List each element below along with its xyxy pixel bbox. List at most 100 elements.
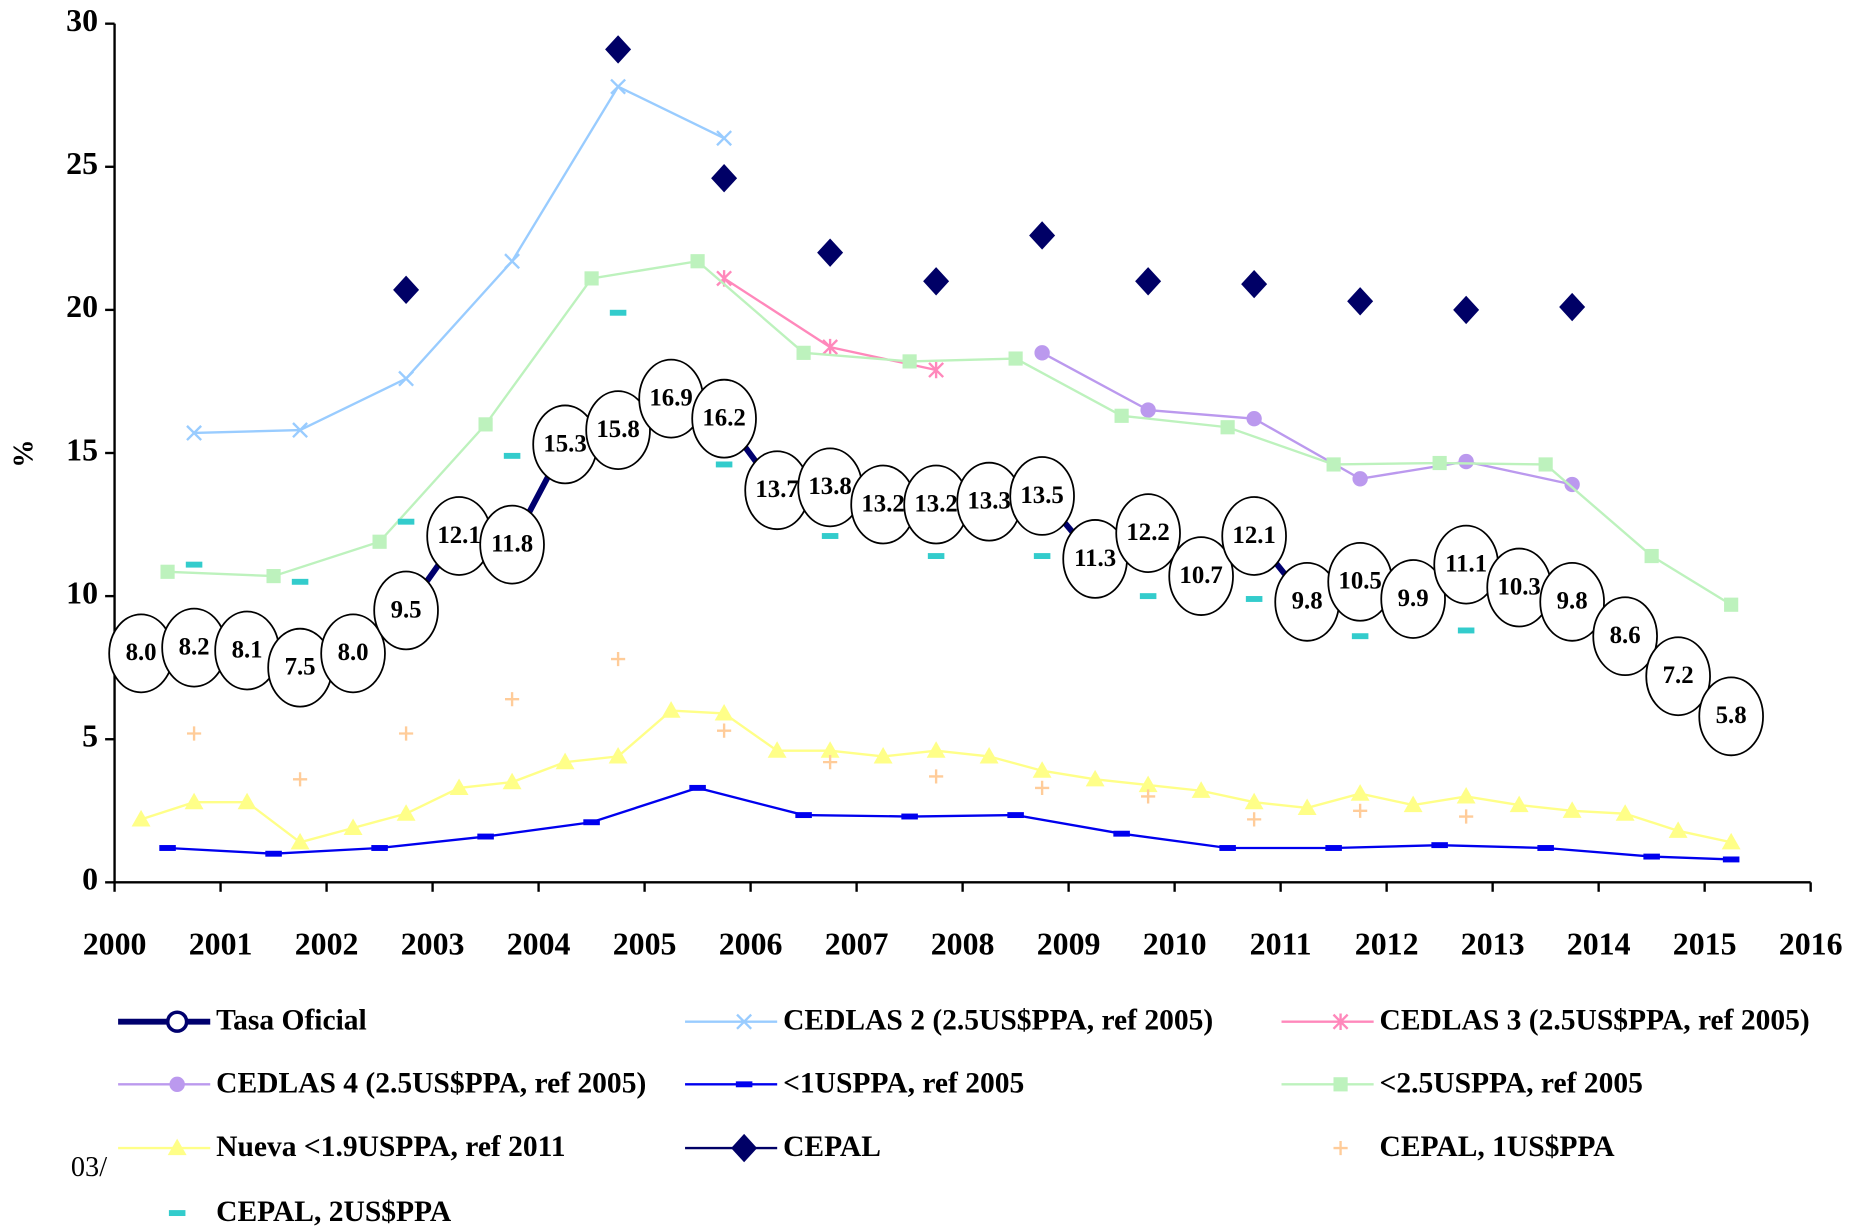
marker <box>131 809 151 827</box>
marker <box>1509 795 1529 813</box>
marker <box>927 553 945 559</box>
data-label: 12.1 <box>1232 522 1275 549</box>
legend-label: CEPAL, 2US$PPA <box>216 1196 452 1228</box>
legend-label: <2.5USPPA, ref 2005 <box>1380 1067 1643 1099</box>
marker <box>1033 553 1051 559</box>
marker <box>583 819 600 826</box>
data-bubble <box>1221 496 1287 576</box>
x-tick-label: 2007 <box>825 927 889 962</box>
marker <box>716 130 733 147</box>
x-tick-label: 2001 <box>189 927 253 962</box>
marker <box>1246 410 1262 427</box>
marker <box>929 769 944 784</box>
data-label: 13.8 <box>808 473 851 500</box>
marker <box>186 726 202 741</box>
marker <box>503 452 521 459</box>
data-bubble <box>320 613 386 694</box>
marker <box>1722 856 1740 863</box>
marker <box>290 832 310 850</box>
marker <box>902 354 917 369</box>
series-line <box>1041 351 1573 486</box>
legend-label: Tasa Oficial <box>216 1005 367 1037</box>
marker <box>1724 597 1739 612</box>
marker <box>1007 812 1024 819</box>
data-label: 11.8 <box>491 530 533 557</box>
marker <box>735 1081 753 1088</box>
marker <box>1333 1141 1348 1156</box>
marker <box>1191 781 1211 798</box>
data-bubble <box>1645 636 1711 717</box>
marker <box>1643 853 1660 860</box>
data-label: 15.3 <box>543 430 586 457</box>
x-tick-label: 2016 <box>1779 927 1843 962</box>
data-label: 12.1 <box>437 522 480 549</box>
data-bubble <box>1592 596 1658 677</box>
marker <box>714 704 734 721</box>
marker <box>555 752 575 770</box>
marker <box>371 845 388 851</box>
data-bubble <box>1698 676 1764 757</box>
marker <box>1325 845 1342 851</box>
marker <box>817 238 844 267</box>
y-tick-label: 5 <box>82 719 98 754</box>
marker <box>901 813 918 820</box>
data-label: 13.7 <box>755 476 798 503</box>
marker <box>393 275 420 305</box>
y-tick-label: 30 <box>66 3 98 38</box>
y-axis-label: % <box>8 439 39 467</box>
data-label: 7.2 <box>1663 662 1694 689</box>
marker <box>186 425 202 441</box>
marker <box>1347 287 1374 316</box>
marker <box>1403 795 1423 813</box>
data-label: 16.2 <box>702 405 745 432</box>
data-label: 8.6 <box>1610 622 1641 649</box>
marker <box>449 778 469 795</box>
marker <box>690 254 705 269</box>
legend-label: CEDLAS 2 (2.5US$PPA, ref 2005) <box>783 1005 1213 1037</box>
legend-label: CEDLAS 3 (2.5US$PPA, ref 2005) <box>1380 1005 1810 1037</box>
marker <box>1245 596 1263 602</box>
legend-label: CEPAL, 1US$PPA <box>1380 1131 1616 1163</box>
x-tick-label: 2005 <box>613 927 677 962</box>
marker <box>1139 593 1157 600</box>
marker <box>1564 476 1580 493</box>
marker <box>605 35 632 64</box>
marker <box>923 267 950 296</box>
marker <box>1615 804 1635 821</box>
marker <box>611 652 626 667</box>
marker <box>237 792 257 810</box>
legend-marker <box>165 1010 189 1033</box>
marker <box>1029 221 1056 250</box>
x-tick-label: 2012 <box>1355 927 1419 962</box>
data-label: 16.9 <box>649 384 692 411</box>
marker <box>292 422 309 439</box>
data-bubble <box>373 570 439 651</box>
marker <box>1241 269 1268 299</box>
marker <box>292 772 308 787</box>
marker <box>820 741 840 758</box>
data-bubble <box>1168 536 1234 616</box>
y-tick-label: 20 <box>66 289 98 324</box>
marker <box>1113 830 1130 837</box>
legend-label: CEDLAS 4 (2.5US$PPA, ref 2005) <box>216 1067 646 1099</box>
marker <box>1431 842 1448 849</box>
marker <box>1721 832 1741 850</box>
marker <box>822 338 839 356</box>
data-label: 8.0 <box>338 639 369 666</box>
data-bubble <box>1539 561 1605 642</box>
marker <box>1244 792 1264 810</box>
data-label: 7.5 <box>285 654 316 681</box>
marker <box>1035 780 1050 795</box>
marker <box>1458 453 1474 470</box>
data-label: 13.3 <box>967 488 1010 515</box>
marker <box>1352 471 1368 487</box>
series-line <box>167 259 1732 606</box>
marker <box>504 253 521 270</box>
marker <box>502 772 522 790</box>
data-label: 9.8 <box>1557 588 1588 615</box>
marker <box>823 755 838 770</box>
data-label: 5.8 <box>1716 702 1747 729</box>
x-tick-label: 2003 <box>401 927 465 962</box>
marker <box>1456 787 1476 804</box>
marker <box>689 784 706 791</box>
